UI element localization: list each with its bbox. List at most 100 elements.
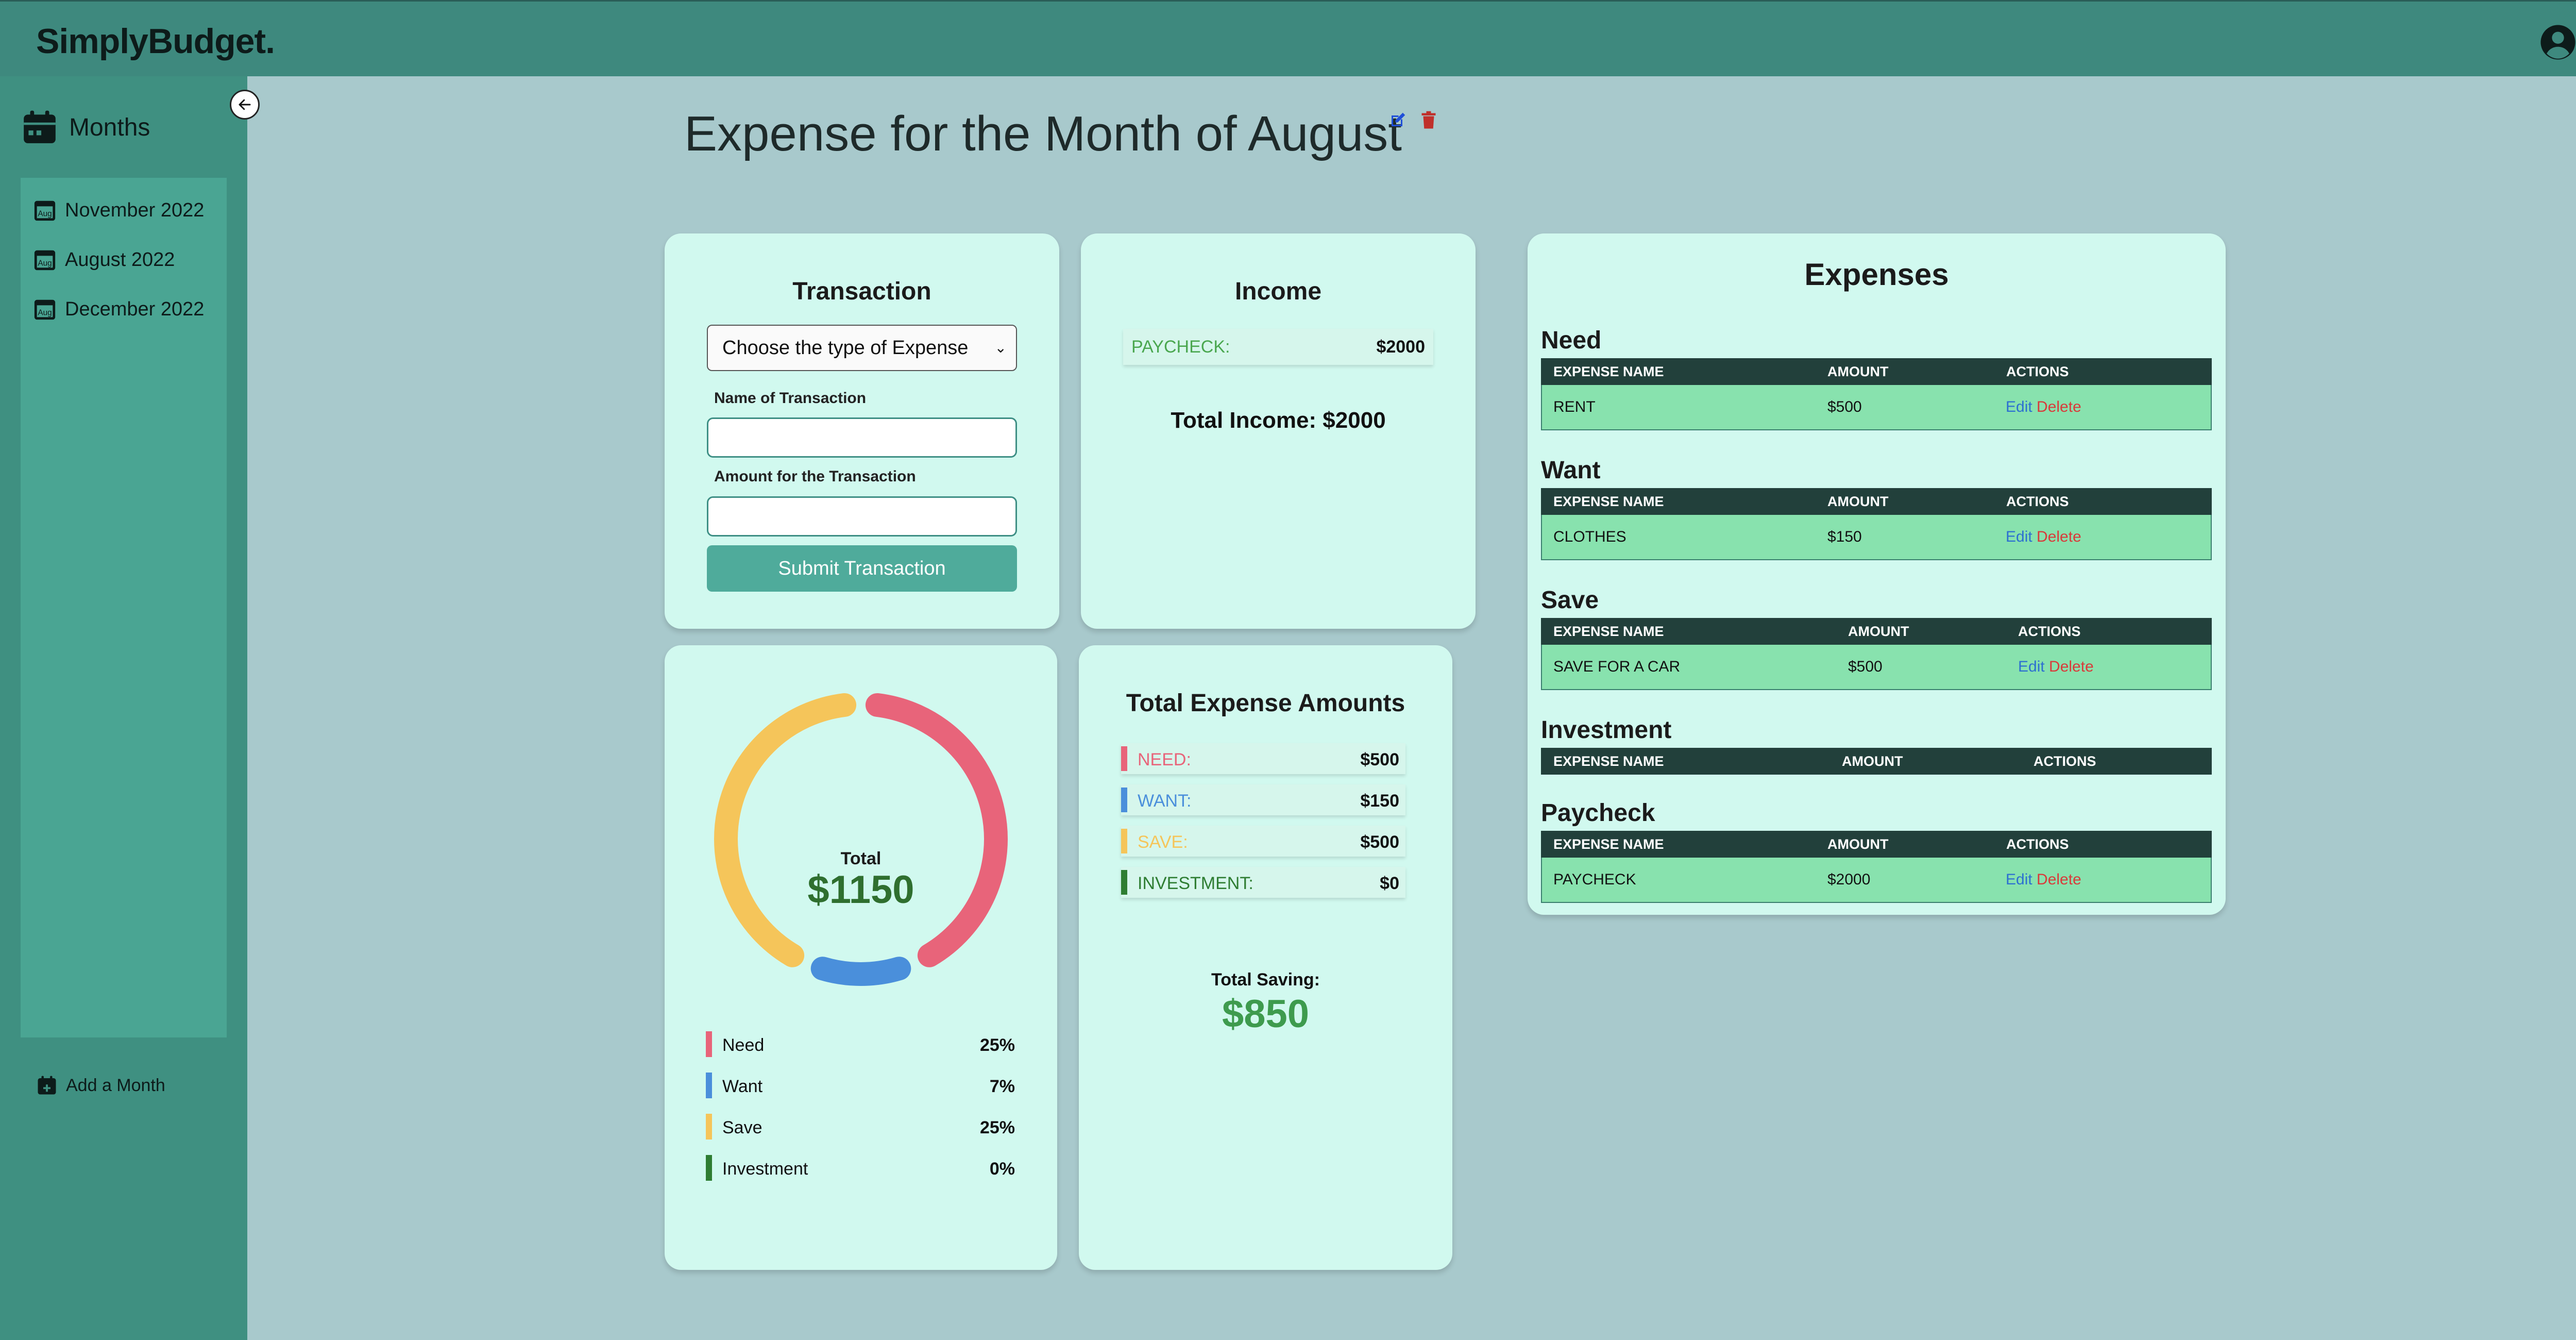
total-amount: $150 [1360, 791, 1399, 811]
arrow-left-icon [239, 99, 251, 110]
calendar-day-icon: Aug [34, 250, 56, 271]
top-bar: SimplyBudget. [0, 0, 2576, 76]
total-label: NEED: [1138, 750, 1191, 769]
donut-center-label: Total [841, 849, 882, 868]
delete-link[interactable]: Delete [2049, 658, 2094, 675]
calendar-day-icon: Aug [34, 299, 56, 320]
total-saving-value: $850 [1222, 992, 1310, 1036]
svg-text:Aug: Aug [38, 210, 52, 219]
brand-logo[interactable]: SimplyBudget. [36, 22, 275, 61]
transaction-name-input[interactable] [707, 417, 1017, 458]
edit-link[interactable]: Edit [2006, 871, 2032, 888]
total-expense-card: Total Expense Amounts NEED: $500 WANT: $… [1079, 645, 1452, 1270]
total-row-save: SAVE: $500 [1121, 826, 1405, 857]
total-label: WANT: [1138, 791, 1192, 811]
collapse-sidebar-button[interactable] [230, 90, 260, 120]
delete-link[interactable]: Delete [2037, 398, 2081, 415]
expenses-card: Expenses Need EXPENSE NAME AMOUNT ACTION… [1528, 233, 2226, 915]
color-swatch [706, 1114, 712, 1140]
total-saving-label: Total Saving: [1211, 970, 1320, 990]
legend-item-save: Save 25% [706, 1112, 1015, 1141]
expense-amount: $150 [1827, 528, 1862, 545]
table-row: SAVE FOR A CAR $500 Edit Delete [1541, 645, 2212, 690]
transaction-name-label: Name of Transaction [714, 390, 867, 407]
svg-text:Aug: Aug [38, 259, 52, 268]
calendar-plus-icon [38, 1076, 56, 1095]
header-amount: AMOUNT [1827, 364, 1889, 379]
header-expense-name: EXPENSE NAME [1553, 753, 1664, 769]
user-avatar-icon[interactable] [2540, 24, 2576, 60]
header-expense-name: EXPENSE NAME [1553, 494, 1664, 509]
expense-section-paycheck: Paycheck [1541, 799, 1655, 827]
months-list: Aug November 2022 Aug August 2022 Aug De… [21, 178, 227, 1037]
expense-table-header: EXPENSE NAME AMOUNT ACTIONS [1541, 488, 2212, 515]
add-month-button[interactable]: Add a Month [36, 1075, 165, 1096]
header-expense-name: EXPENSE NAME [1553, 624, 1664, 639]
legend-percent: 0% [989, 1159, 1015, 1179]
delete-link[interactable]: Delete [2037, 528, 2081, 545]
color-swatch [1121, 870, 1127, 895]
submit-transaction-button[interactable]: Submit Transaction [707, 545, 1017, 592]
expense-name: SAVE FOR A CAR [1553, 658, 1681, 675]
trash-icon[interactable] [1421, 111, 1436, 129]
expense-amount: $500 [1848, 658, 1883, 675]
legend-label: Want [722, 1077, 763, 1096]
expense-section-want: Want [1541, 457, 1601, 484]
transaction-amount-label: Amount for the Transaction [714, 468, 916, 485]
expense-section-investment: Investment [1541, 716, 1672, 744]
transaction-amount-input[interactable] [707, 496, 1017, 537]
sidebar-item-august-2022[interactable]: Aug August 2022 [33, 248, 175, 272]
legend-percent: 7% [989, 1077, 1015, 1096]
expense-table-header: EXPENSE NAME AMOUNT ACTIONS [1541, 618, 2212, 645]
color-swatch [1121, 829, 1127, 853]
legend-item-want: Want 7% [706, 1070, 1015, 1099]
legend-percent: 25% [979, 1118, 1015, 1137]
header-amount: AMOUNT [1827, 836, 1889, 852]
delete-link[interactable]: Delete [2037, 871, 2081, 888]
donut-segment-save[interactable] [714, 693, 857, 967]
expense-type-select-value: Choose the type of Expense [722, 337, 969, 359]
color-swatch [1121, 788, 1127, 812]
expenses-title: Expenses [1804, 257, 1949, 292]
legend-label: Investment [722, 1159, 808, 1179]
sidebar-title: Months [69, 113, 150, 141]
expense-type-select[interactable]: Choose the type of Expense ⌄ [707, 325, 1017, 371]
total-expense-title: Total Expense Amounts [1126, 690, 1405, 717]
header-expense-name: EXPENSE NAME [1553, 364, 1664, 379]
total-label: INVESTMENT: [1138, 874, 1253, 893]
table-row: CLOTHES $150 Edit Delete [1541, 515, 2212, 560]
calendar-icon [24, 110, 56, 143]
legend-item-need: Need 25% [706, 1029, 1015, 1058]
header-actions: ACTIONS [2033, 753, 2096, 769]
income-row: PAYCHECK: $2000 [1123, 329, 1433, 365]
edit-icon[interactable] [1388, 111, 1407, 129]
total-amount: $500 [1360, 750, 1399, 769]
expense-section-need: Need [1541, 327, 1602, 354]
expense-table-header: EXPENSE NAME AMOUNT ACTIONS [1541, 358, 2212, 385]
total-income: Total Income: $2000 [1171, 408, 1386, 433]
header-amount: AMOUNT [1827, 494, 1889, 509]
edit-link[interactable]: Edit [2006, 528, 2032, 545]
expense-donut-chart: Total $1150 [714, 693, 1008, 986]
color-swatch [1121, 746, 1127, 771]
sidebar-item-november-2022[interactable]: Aug November 2022 [33, 198, 204, 222]
edit-link[interactable]: Edit [2018, 658, 2045, 675]
transaction-card: Transaction Choose the type of Expense ⌄… [665, 233, 1059, 629]
total-amount: $0 [1380, 874, 1399, 893]
sidebar-item-december-2022[interactable]: Aug December 2022 [33, 297, 204, 321]
edit-link[interactable]: Edit [2006, 398, 2032, 415]
transaction-title: Transaction [792, 278, 931, 305]
donut-segment-want[interactable] [810, 957, 911, 986]
donut-segment-need[interactable] [865, 693, 1008, 967]
header-actions: ACTIONS [2006, 836, 2069, 852]
donut-center-value: $1150 [807, 868, 914, 912]
header-expense-name: EXPENSE NAME [1553, 836, 1664, 852]
total-amount: $500 [1360, 832, 1399, 852]
table-row: PAYCHECK $2000 Edit Delete [1541, 858, 2212, 903]
legend-label: Save [722, 1118, 762, 1137]
expense-chart-card: Total $1150 Need 25% Want 7% Save 25% Investme… [665, 645, 1057, 1270]
color-swatch [706, 1031, 712, 1057]
header-actions: ACTIONS [2018, 624, 2081, 639]
header-amount: AMOUNT [1842, 753, 1903, 769]
chevron-down-icon: ⌄ [994, 340, 1007, 356]
